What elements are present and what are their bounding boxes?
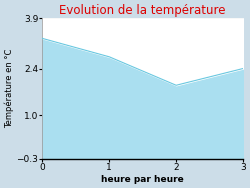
Y-axis label: Température en °C: Température en °C	[4, 49, 14, 128]
Title: Evolution de la température: Evolution de la température	[60, 4, 226, 17]
X-axis label: heure par heure: heure par heure	[101, 175, 184, 184]
